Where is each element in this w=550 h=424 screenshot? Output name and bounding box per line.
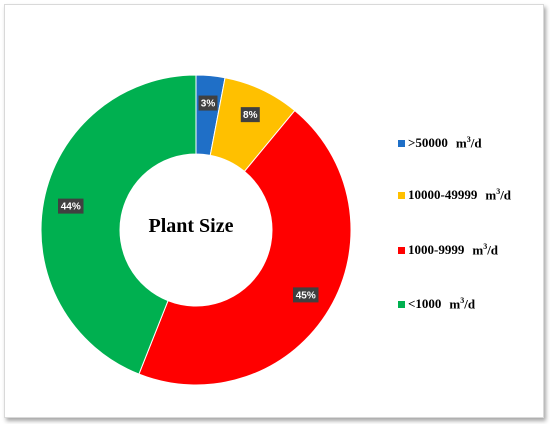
legend-label: 1000-9999 [408, 242, 465, 258]
legend: >50000 m3/d 10000-49999 m3/d 1000-9999 m… [398, 0, 548, 424]
data-label-text: 3% [201, 99, 216, 110]
legend-item-lt1000: <1000 m3/d [398, 296, 475, 312]
legend-item-10000-49999: 10000-49999 m3/d [398, 187, 511, 203]
data-label-box [198, 95, 218, 111]
legend-label: >50000 [408, 135, 448, 151]
donut-slice [40, 74, 197, 375]
data-label-text: 44% [61, 202, 81, 213]
data-label-box [240, 107, 260, 123]
data-label-text: 45% [296, 290, 316, 301]
donut-slice [138, 109, 352, 386]
chart-title: Plant Size [149, 215, 234, 237]
data-label-box [292, 287, 319, 303]
legend-item-gt50000: >50000 m3/d [398, 135, 482, 151]
legend-label: <1000 [408, 296, 442, 312]
legend-label: 10000-49999 [408, 187, 478, 203]
legend-swatch [398, 300, 405, 308]
legend-swatch [398, 246, 405, 254]
data-label: 8% [240, 107, 260, 123]
legend-swatch [398, 191, 405, 199]
data-label-box [58, 198, 84, 214]
legend-swatch [398, 139, 405, 147]
data-label: 44% [58, 198, 84, 214]
legend-unit: m3/d [472, 242, 499, 258]
data-label-text: 8% [243, 110, 258, 121]
data-label: 3% [198, 95, 218, 111]
legend-unit: m3/d [449, 296, 476, 312]
legend-item-1000-9999: 1000-9999 m3/d [398, 242, 498, 258]
legend-unit: m3/d [455, 135, 482, 151]
legend-unit: m3/d [485, 187, 512, 203]
data-label: 45% [292, 287, 319, 303]
